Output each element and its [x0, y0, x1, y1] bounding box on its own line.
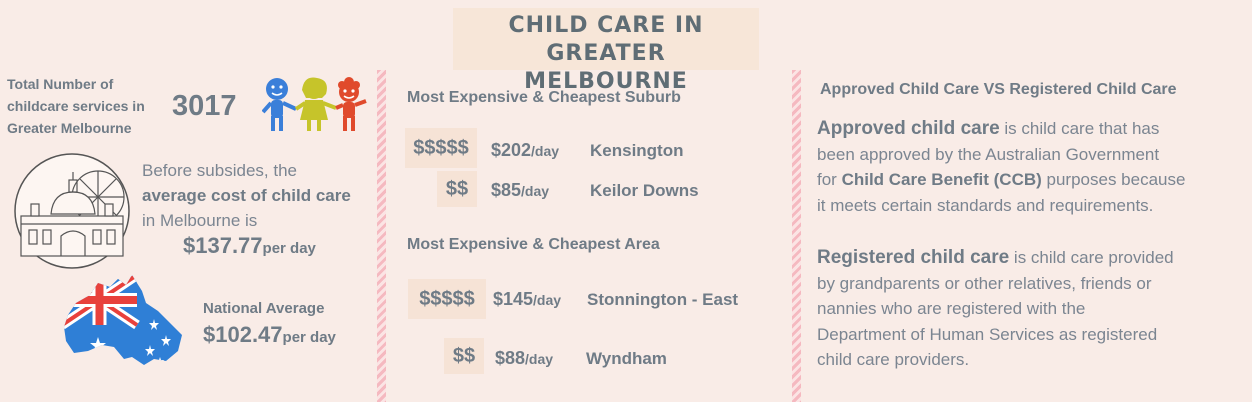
suburb-expensive-price: $202/day	[491, 140, 559, 161]
area-expensive-price: $145/day	[493, 289, 561, 310]
area-cheapest-place: Wyndham	[586, 349, 667, 368]
approved-text-1: is child care that has	[999, 119, 1160, 138]
national-average-unit: per day	[282, 329, 336, 346]
approved-line-2: been approved by the Australian Governme…	[817, 144, 1160, 164]
kid-yellow-icon	[294, 77, 337, 131]
suburb-cheapest-amount: $85	[491, 180, 522, 200]
national-average-value: $102.47per day	[203, 322, 336, 348]
area-cheapest-price: $88/day	[495, 348, 553, 369]
average-cost-text: Before subsides, the average cost of chi…	[142, 158, 351, 233]
suburb-heading: Most Expensive & Cheapest Suburb	[407, 89, 681, 106]
average-cost-value: $137.77per day	[183, 233, 316, 259]
definitions-heading: Approved Child Care VS Registered Child …	[820, 81, 1177, 98]
total-services-label: Total Number of childcare services in Gr…	[7, 73, 145, 139]
page-title: CHILD CARE IN GREATER MELBOURNE	[453, 8, 759, 94]
total-label-line-2: childcare services in	[7, 98, 145, 114]
suburb-cheapest-place: Keilor Downs	[590, 181, 699, 200]
registered-term: Registered child care	[817, 247, 1010, 268]
national-average-amount: $102.47	[203, 322, 283, 347]
area-expensive-amount: $145	[493, 289, 534, 309]
average-cost-line-3: in Melbourne is	[142, 211, 258, 230]
area-cheapest-unit: /day	[525, 351, 554, 367]
registered-line-5: child care providers.	[817, 350, 970, 369]
approved-line-1: Approved child care is child care that h…	[817, 116, 1237, 142]
registered-definition: Registered child care is child care prov…	[817, 245, 1237, 373]
registered-line-3: nannies who are registered with the	[817, 299, 1086, 318]
area-expensive-place: Stonnington - East	[587, 290, 739, 309]
approved-line-4: it meets certain standards and requireme…	[817, 195, 1154, 215]
title-line-2: MELBOURNE	[524, 69, 688, 94]
area-expensive-dollars: $$$$$	[408, 279, 486, 319]
registered-text-1: is child care provided	[1009, 248, 1174, 267]
approved-text-3: for	[817, 170, 842, 189]
column-divider-right	[792, 70, 801, 402]
registered-line-1: Registered child care is child care prov…	[817, 245, 1237, 271]
approved-definition: Approved child care is child care that h…	[817, 116, 1237, 218]
suburb-expensive-dollars: $$$$$	[405, 128, 477, 168]
area-expensive-unit: /day	[533, 292, 562, 308]
total-services-value: 3017	[172, 90, 237, 122]
national-average-label: National Average	[203, 300, 325, 317]
suburb-cheapest-dollars: $$	[437, 171, 477, 207]
children-icon	[262, 77, 367, 131]
suburb-expensive-unit: /day	[531, 143, 560, 159]
approved-text-4: purposes because	[1041, 170, 1186, 189]
approved-term: Approved child care	[817, 118, 1000, 139]
average-cost-line-2: average cost of child care	[142, 186, 351, 205]
title-line-1: CHILD CARE IN GREATER	[508, 13, 704, 66]
approved-line-3: for Child Care Benefit (CCB) purposes be…	[817, 167, 1237, 193]
australia-flag-map-icon	[64, 275, 182, 365]
registered-line-2: by grandparents or other relatives, frie…	[817, 273, 1152, 293]
area-heading: Most Expensive & Cheapest Area	[407, 236, 660, 253]
area-cheapest-dollars: $$	[444, 338, 484, 374]
registered-line-4: Department of Human Services as register…	[817, 324, 1158, 344]
average-cost-line-1: Before subsides, the	[142, 161, 297, 180]
kid-blue-icon	[262, 78, 297, 131]
suburb-cheapest-unit: /day	[521, 183, 550, 199]
column-divider-left	[377, 70, 386, 402]
average-cost-amount: $137.77	[183, 233, 263, 258]
kid-red-icon	[335, 77, 367, 131]
total-label-line-3: Greater Melbourne	[7, 120, 132, 136]
suburb-cheapest-price: $85/day	[491, 180, 549, 201]
average-cost-unit: per day	[262, 240, 316, 257]
suburb-expensive-place: Kensington	[590, 141, 684, 160]
ccb-term: Child Care Benefit (CCB)	[841, 170, 1042, 189]
total-label-line-1: Total Number of	[7, 76, 114, 92]
flinders-street-station-icon	[14, 153, 130, 269]
suburb-expensive-amount: $202	[491, 140, 532, 160]
area-cheapest-amount: $88	[495, 348, 526, 368]
